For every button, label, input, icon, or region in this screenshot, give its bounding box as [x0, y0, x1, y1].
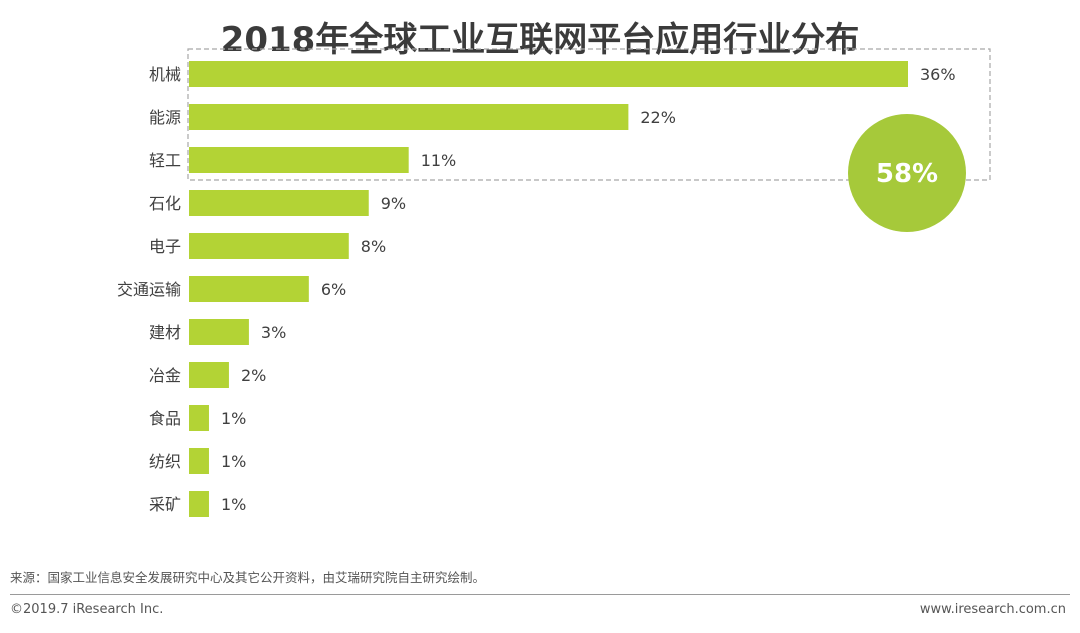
value-label: 3% [261, 323, 286, 342]
highlight-badge-label: 58% [876, 159, 938, 189]
value-label: 1% [221, 495, 246, 514]
value-label: 8% [361, 237, 386, 256]
bar-chart: 机械 36% 能源 22% 轻工 11% 石化 9% 电子 8% 交通运输 6% 建材 3% 冶金 2% 食品 1… [117, 48, 991, 517]
chart-title: 2018年全球工业互联网平台应用行业分布 [220, 20, 860, 60]
bar-10 [189, 491, 209, 517]
category-label: 纺织 [149, 452, 181, 471]
category-label: 轻工 [149, 151, 181, 170]
bar-3 [189, 190, 369, 216]
value-label: 22% [640, 108, 676, 127]
value-label: 1% [221, 409, 246, 428]
bar-8 [189, 405, 209, 431]
value-label: 1% [221, 452, 246, 471]
bar-9 [189, 448, 209, 474]
value-label: 6% [321, 280, 346, 299]
bar-1 [189, 104, 629, 130]
value-label: 2% [241, 366, 266, 385]
bar-0 [189, 61, 908, 87]
category-label: 建材 [149, 323, 181, 342]
category-label: 机械 [149, 65, 181, 84]
category-label: 食品 [149, 409, 181, 428]
category-label: 能源 [149, 108, 181, 127]
highlight-box [187, 48, 991, 181]
value-label: 9% [381, 194, 406, 213]
category-label: 石化 [149, 194, 181, 213]
category-label: 电子 [149, 237, 181, 256]
bar-6 [189, 319, 249, 345]
bar-4 [189, 233, 349, 259]
category-label: 采矿 [149, 495, 181, 514]
bar-7 [189, 362, 229, 388]
value-label: 36% [920, 65, 956, 84]
source-note: 来源：国家工业信息安全发展研究中心及其它公开资料，由艾瑞研究院自主研究绘制。 [10, 570, 486, 585]
category-label: 冶金 [149, 366, 181, 385]
bar-5 [189, 276, 309, 302]
category-label: 交通运输 [117, 280, 181, 299]
website-link[interactable]: www.iresearch.com.cn [919, 602, 1066, 617]
copyright-text: ©2019.7 iResearch Inc. [10, 602, 164, 617]
value-label: 11% [421, 151, 457, 170]
footer-divider [10, 594, 1070, 595]
bar-2 [189, 147, 409, 173]
highlight-badge [848, 114, 966, 232]
